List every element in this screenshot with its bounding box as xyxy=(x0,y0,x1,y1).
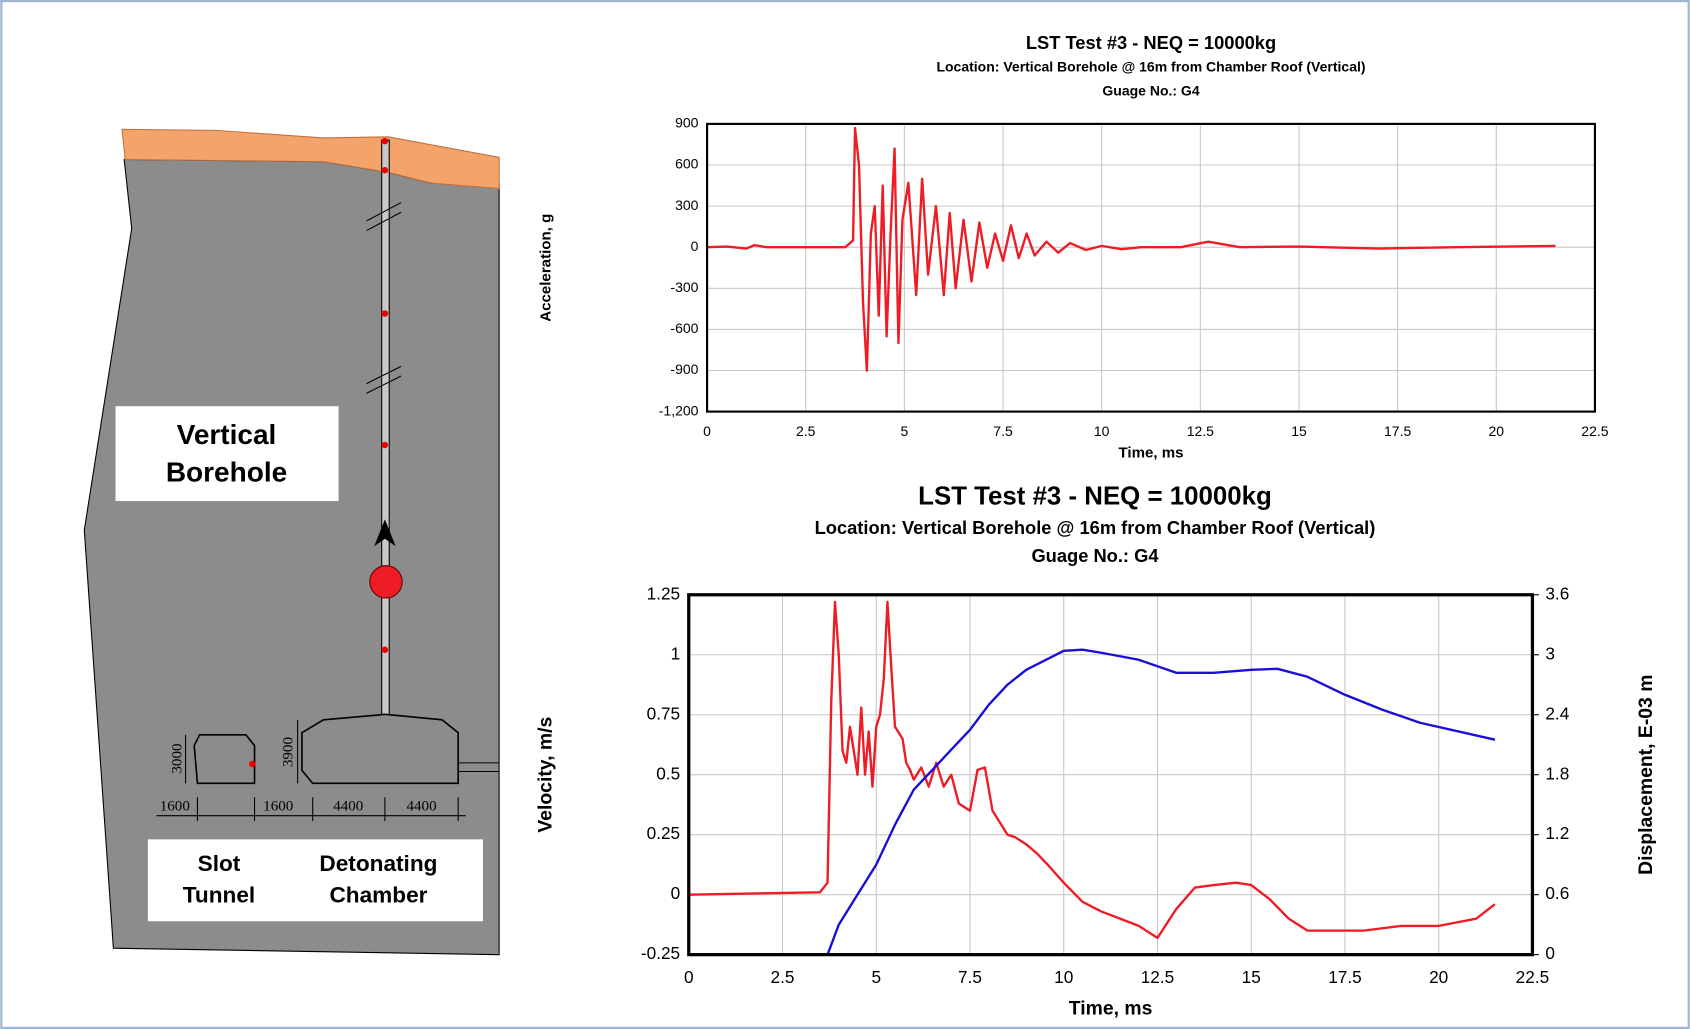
x-tick-label: 10 xyxy=(1054,967,1073,987)
slot-label: Tunnel xyxy=(183,882,255,907)
y-axis-label: Acceleration, g xyxy=(538,214,555,322)
chamber-label: Detonating xyxy=(319,851,437,876)
plot-frame xyxy=(706,122,1597,413)
x-tick-label: 22.5 xyxy=(1516,967,1550,987)
x-tick-label: 17.5 xyxy=(1384,423,1411,439)
chart-subtitle: Guage No.: G4 xyxy=(1102,82,1199,98)
y-tick-label: -600 xyxy=(670,320,698,336)
dimension-lines xyxy=(156,719,466,822)
y-tick-label: 0 xyxy=(691,238,699,254)
chart-subtitle: Location: Vertical Borehole @ 16m from C… xyxy=(815,517,1376,538)
arrow xyxy=(374,519,396,547)
x-tick-label: 0 xyxy=(684,967,694,987)
series-line xyxy=(688,600,1496,940)
x-axis-label: Time, ms xyxy=(1118,445,1183,462)
y2-axis-label: Displacement, E-03 m xyxy=(1635,675,1657,875)
plot-frame xyxy=(687,593,1535,957)
y-tick-label: 1.25 xyxy=(647,583,681,603)
dimension: 1600 xyxy=(263,798,293,814)
chart-title: LST Test #3 - NEQ = 10000kg xyxy=(1026,32,1276,53)
chart-subtitle: Location: Vertical Borehole @ 16m from C… xyxy=(936,59,1365,75)
y2-tick-label: 2.4 xyxy=(1545,703,1569,723)
borehole-label: Borehole xyxy=(166,457,287,488)
label-box xyxy=(147,839,483,922)
y-tick-label: 900 xyxy=(675,115,699,131)
y2-tick-label: 1.2 xyxy=(1545,823,1569,843)
series-line xyxy=(812,648,1496,956)
borehole xyxy=(381,139,390,718)
gauges xyxy=(249,137,389,768)
dimension: 4400 xyxy=(333,798,363,814)
soil-layer xyxy=(121,128,500,190)
x-axis-label: Time, ms xyxy=(1069,998,1153,1020)
slot-tunnel xyxy=(193,734,256,785)
y-axis-label: Velocity, m/s xyxy=(535,717,557,833)
x-tick-label: 20 xyxy=(1429,967,1448,987)
x-tick-label: 22.5 xyxy=(1581,423,1608,439)
x-tick-label: 5 xyxy=(871,967,881,987)
y2-tick-label: 1.8 xyxy=(1545,763,1569,783)
chart: LST Test #3 - NEQ = 10000kg Location: Ver… xyxy=(538,32,1609,462)
x-tick-label: 12.5 xyxy=(1187,423,1214,439)
x-tick-label: 7.5 xyxy=(958,967,982,987)
y-tick-label: 0 xyxy=(671,883,681,903)
chart-subtitle: Guage No.: G4 xyxy=(1031,545,1159,566)
y-tick-label: 1 xyxy=(671,643,681,663)
x-tick-label: 0 xyxy=(703,423,711,439)
y-tick-label: 0.75 xyxy=(647,703,681,723)
label-box xyxy=(115,406,339,502)
slot-label: Slot xyxy=(198,851,241,876)
x-tick-label: 7.5 xyxy=(993,423,1013,439)
borehole-label: Vertical xyxy=(177,419,277,450)
y2-tick-label: 0 xyxy=(1545,943,1555,963)
y-tick-label: 300 xyxy=(675,197,699,213)
chamber-label: Chamber xyxy=(329,882,427,907)
x-tick-label: 5 xyxy=(900,423,908,439)
x-tick-label: 15 xyxy=(1291,423,1307,439)
x-tick-label: 10 xyxy=(1094,423,1110,439)
plot-area xyxy=(707,123,1595,412)
x-tick-label: 15 xyxy=(1242,967,1261,987)
chart-title: LST Test #3 - NEQ = 10000kg xyxy=(918,483,1272,511)
break-marks xyxy=(366,202,402,394)
chart: LST Test #3 - NEQ = 10000kg Location: Ver… xyxy=(535,483,1657,1020)
y-tick-label: -300 xyxy=(670,279,698,295)
y-tick-label: 0.5 xyxy=(656,763,680,783)
dimension: 3000 xyxy=(169,743,185,773)
x-tick-label: 2.5 xyxy=(771,967,795,987)
y-tick-label: 600 xyxy=(675,156,699,172)
y-tick-label: -0.25 xyxy=(641,943,680,963)
x-tick-label: 20 xyxy=(1488,423,1504,439)
x-tick-label: 2.5 xyxy=(796,423,816,439)
y2-tick-label: 0.6 xyxy=(1545,883,1569,903)
rock-mass xyxy=(83,158,500,956)
x-tick-label: 12.5 xyxy=(1141,967,1175,987)
charge xyxy=(369,565,403,599)
x-tick-label: 17.5 xyxy=(1328,967,1362,987)
dimension: 1600 xyxy=(160,798,190,814)
dimension: 4400 xyxy=(406,798,436,814)
y2-tick-label: 3.6 xyxy=(1545,583,1569,603)
dimension: 3900 xyxy=(280,737,296,767)
y2-tick-label: 3 xyxy=(1545,643,1555,663)
chamber xyxy=(301,713,459,785)
y-tick-label: -1,200 xyxy=(659,402,699,418)
series-line xyxy=(707,126,1556,372)
diagram: Vertical Borehole Slot Tunnel Detonating… xyxy=(83,128,500,956)
y-tick-label: -900 xyxy=(670,361,698,377)
y-tick-label: 0.25 xyxy=(647,823,681,843)
